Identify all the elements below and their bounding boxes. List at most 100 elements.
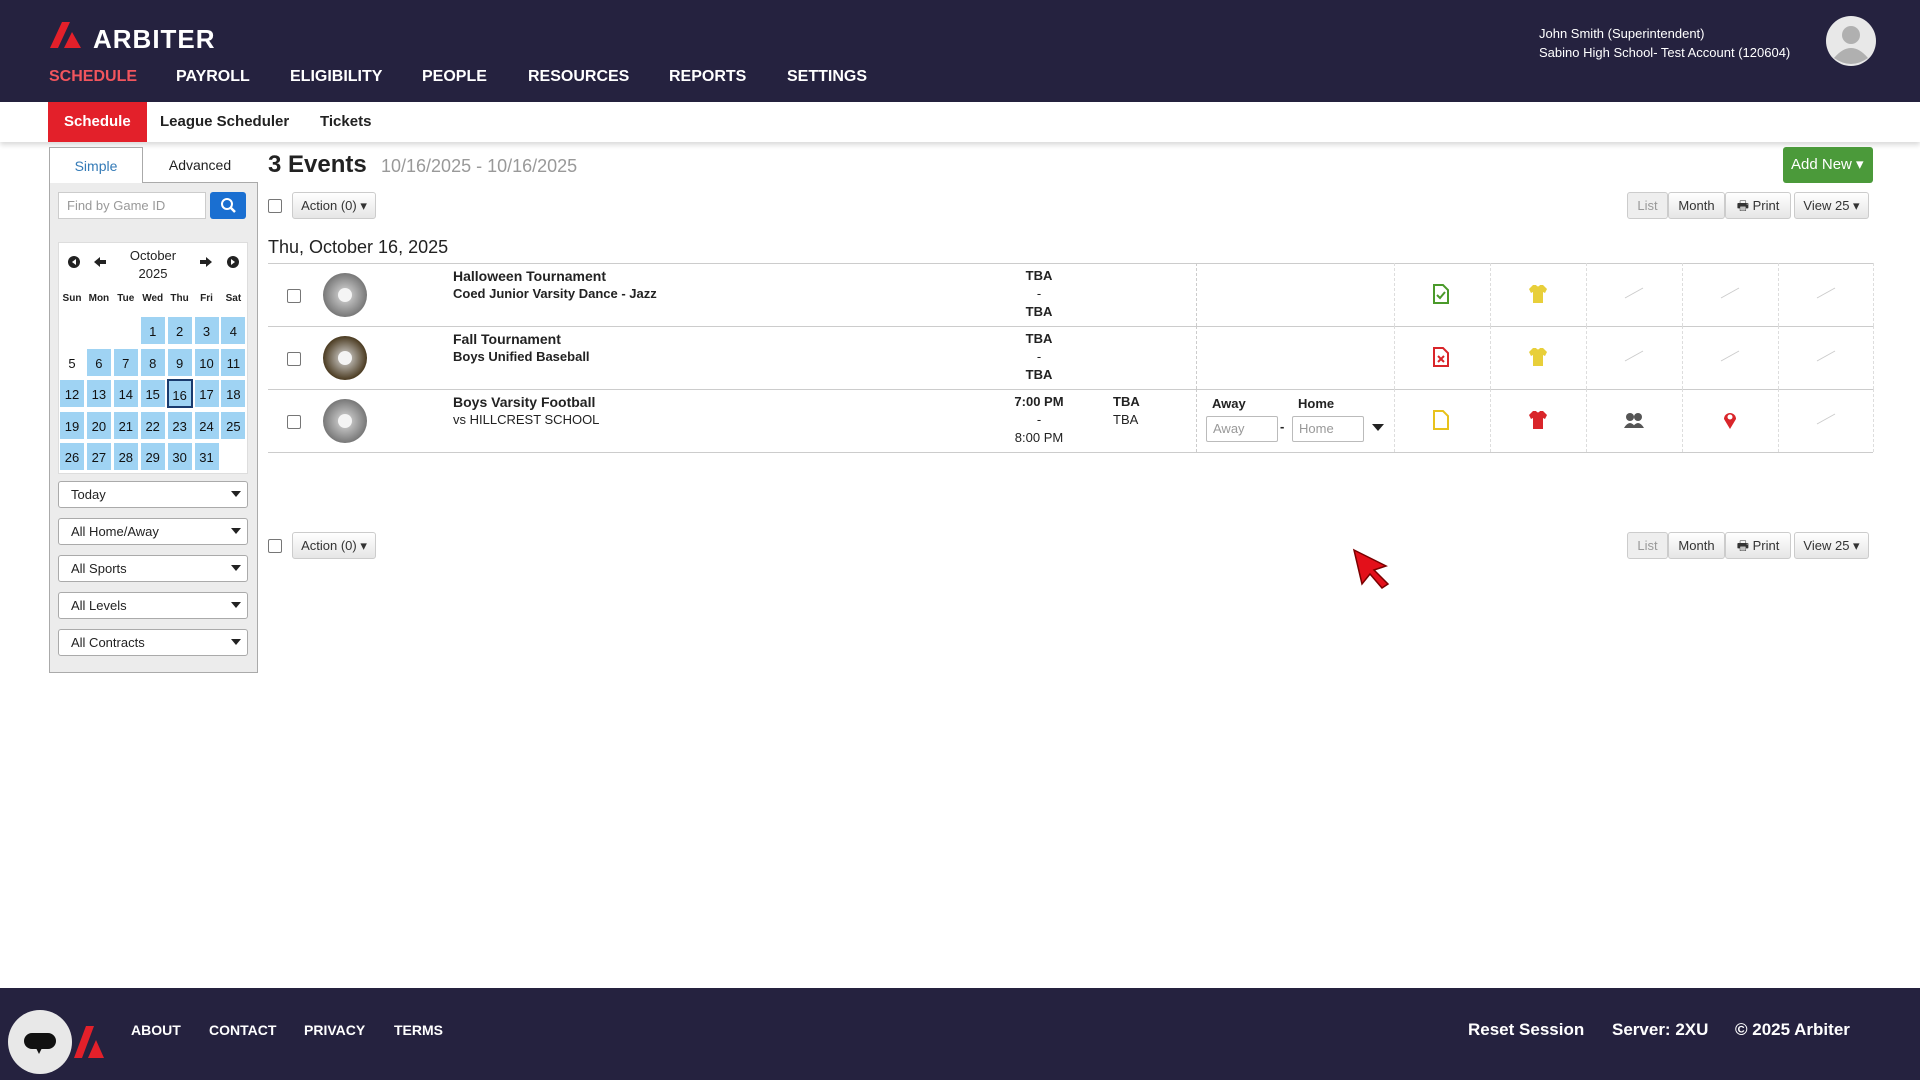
cal-day[interactable]: 1 <box>139 316 166 345</box>
view-button[interactable]: Month <box>1668 532 1725 559</box>
footer-link[interactable]: PRIVACY <box>304 1022 366 1038</box>
sub-tab[interactable]: Tickets <box>320 113 372 130</box>
cal-day[interactable]: 11 <box>220 347 247 377</box>
tab-simple[interactable]: Simple <box>49 147 143 183</box>
event-title[interactable]: Boys Varsity Football <box>453 394 596 410</box>
footer-link[interactable]: CONTACT <box>209 1022 277 1038</box>
view-button[interactable]: Month <box>1668 192 1725 219</box>
cal-day[interactable]: 21 <box>112 410 139 440</box>
view-button[interactable]: List <box>1627 192 1668 219</box>
view-button[interactable]: View 25 ▾ <box>1794 532 1869 559</box>
location-icon[interactable] <box>1719 410 1741 430</box>
contract-icon[interactable] <box>1433 347 1449 367</box>
user-name[interactable]: John Smith (Superintendent) <box>1539 26 1705 41</box>
cal-day[interactable]: 20 <box>85 410 112 440</box>
cal-day[interactable]: 16 <box>166 379 193 408</box>
cal-day[interactable]: 7 <box>112 347 139 377</box>
officials-icon[interactable] <box>1623 347 1645 367</box>
uniform-icon[interactable] <box>1527 347 1549 367</box>
sub-tab[interactable]: Schedule <box>48 102 147 142</box>
cal-day[interactable]: 24 <box>193 410 220 440</box>
select-all-checkbox[interactable] <box>268 199 282 213</box>
cal-day[interactable]: 23 <box>166 410 193 440</box>
view-button[interactable]: List <box>1627 532 1668 559</box>
cal-day[interactable]: 13 <box>85 379 112 408</box>
nav-item[interactable]: REPORTS <box>669 68 747 85</box>
officials-icon[interactable] <box>1623 410 1645 430</box>
contract-icon[interactable] <box>1433 284 1449 304</box>
action-button[interactable]: Action (0) ▾ <box>292 532 376 559</box>
cal-day[interactable]: 17 <box>193 379 220 408</box>
brand: ARBITER <box>93 24 216 54</box>
cal-day[interactable]: 19 <box>59 410 85 440</box>
location-icon[interactable] <box>1719 347 1741 367</box>
account-name[interactable]: Sabino High School- Test Account (120604… <box>1539 45 1791 60</box>
cal-day[interactable]: 25 <box>220 410 247 440</box>
search-input[interactable]: Find by Game ID <box>58 192 206 219</box>
cal-day[interactable]: 31 <box>193 442 220 471</box>
cal-day[interactable]: 12 <box>59 379 85 408</box>
action-button[interactable]: Action (0) ▾ <box>292 192 376 219</box>
nav-item[interactable]: SETTINGS <box>787 68 868 85</box>
chat-and-logo[interactable] <box>8 1010 108 1074</box>
sub-tab[interactable]: League Scheduler <box>160 113 290 130</box>
cal-day[interactable]: 5 <box>59 347 85 377</box>
cal-day[interactable]: 30 <box>166 442 193 471</box>
score-input[interactable]: Away <box>1206 416 1278 442</box>
filter-select[interactable]: All Sports <box>58 555 248 582</box>
filter-select[interactable]: Today <box>58 481 248 508</box>
cal-day[interactable]: 2 <box>166 316 193 345</box>
filter-select[interactable]: All Contracts <box>58 629 248 656</box>
row-checkbox[interactable] <box>287 289 301 303</box>
footer-link[interactable]: ABOUT <box>131 1022 181 1038</box>
view-button[interactable]: 🖶 Print <box>1725 532 1791 559</box>
score-input[interactable]: Home <box>1292 416 1364 442</box>
cal-day[interactable]: 3 <box>193 316 220 345</box>
nav-item[interactable]: RESOURCES <box>528 68 630 85</box>
avatar[interactable] <box>1826 16 1876 66</box>
cal-day[interactable]: 6 <box>85 347 112 377</box>
cal-prev-year[interactable] <box>66 254 82 270</box>
reset-session[interactable]: Reset Session <box>1468 1020 1585 1039</box>
location-icon[interactable] <box>1719 284 1741 304</box>
cal-day[interactable]: 27 <box>85 442 112 471</box>
filter-select[interactable]: All Levels <box>58 592 248 619</box>
cal-next[interactable] <box>198 254 214 270</box>
cal-day[interactable]: 26 <box>59 442 85 471</box>
cal-day[interactable]: 29 <box>139 442 166 471</box>
cal-day[interactable]: 22 <box>139 410 166 440</box>
cal-day[interactable]: 18 <box>220 379 247 408</box>
add-new-button[interactable]: Add New ▾ <box>1783 147 1873 183</box>
col-rule <box>1873 389 1874 452</box>
tab-advanced[interactable]: Advanced <box>168 157 232 173</box>
cal-prev[interactable] <box>92 254 108 270</box>
event-title[interactable]: Fall Tournament <box>453 331 561 347</box>
cal-day[interactable]: 14 <box>112 379 139 408</box>
view-button[interactable]: View 25 ▾ <box>1794 192 1869 219</box>
cal-next-year[interactable] <box>225 254 241 270</box>
cal-day[interactable]: 4 <box>220 316 247 345</box>
nav-item[interactable]: ELIGIBILITY <box>290 68 383 85</box>
select-all-checkbox[interactable] <box>268 539 282 553</box>
filter-select[interactable]: All Home/Away <box>58 518 248 545</box>
cal-day[interactable]: 9 <box>166 347 193 377</box>
view-button[interactable]: 🖶 Print <box>1725 192 1791 219</box>
footer-link[interactable]: TERMS <box>394 1022 443 1038</box>
cal-day[interactable]: 8 <box>139 347 166 377</box>
nav-item[interactable]: PAYROLL <box>176 68 250 85</box>
sub-nav <box>0 102 1920 142</box>
uniform-icon[interactable] <box>1527 284 1549 304</box>
cal-day[interactable]: 15 <box>139 379 166 408</box>
contract-icon[interactable] <box>1433 410 1449 430</box>
cal-day[interactable]: 10 <box>193 347 220 377</box>
uniform-icon[interactable] <box>1527 410 1549 430</box>
cal-day[interactable]: 28 <box>112 442 139 471</box>
row-checkbox[interactable] <box>287 352 301 366</box>
nav-item[interactable]: PEOPLE <box>422 68 487 85</box>
event-title[interactable]: Halloween Tournament <box>453 268 606 284</box>
officials-icon[interactable] <box>1623 284 1645 304</box>
row-checkbox[interactable] <box>287 415 301 429</box>
search-button[interactable] <box>210 192 246 219</box>
nav-item[interactable]: SCHEDULE <box>49 68 138 85</box>
